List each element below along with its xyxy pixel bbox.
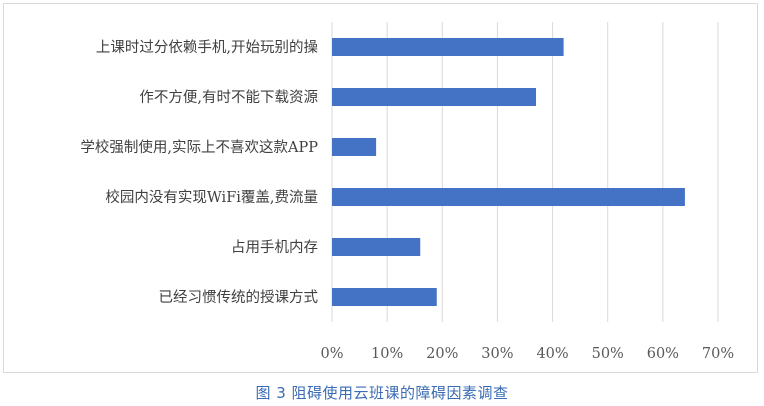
x-tick-label: 70% [702, 346, 734, 362]
bar [332, 88, 537, 106]
figure-caption: 图 3 阻碍使用云班课的障碍因素调查 [255, 384, 509, 402]
category-labels: 上课时过分依赖手机,开始玩别的操作不方便,有时不能下载资源学校强制使用,实际上不… [80, 39, 318, 306]
x-tick-label: 40% [536, 346, 568, 362]
category-label: 占用手机内存 [231, 239, 318, 256]
x-tick-label: 30% [481, 346, 513, 362]
category-label: 校园内没有实现WiFi覆盖,费流量 [105, 189, 318, 206]
category-label: 学校强制使用,实际上不喜欢这款APP [80, 139, 318, 156]
bar [332, 38, 564, 56]
bar [332, 288, 437, 306]
category-label: 作不方便,有时不能下载资源 [139, 89, 318, 106]
x-tick-labels: 0% 10% 20% 30% 40% 50% 60% 70% [320, 346, 734, 362]
bar [332, 238, 421, 256]
x-tick-label: 10% [371, 346, 403, 362]
x-tick-label: 60% [647, 346, 679, 362]
x-tick-label: 20% [426, 346, 458, 362]
gridlines [331, 22, 719, 322]
x-tick-label: 50% [592, 346, 624, 362]
bars [332, 38, 685, 306]
bar-chart: 上课时过分依赖手机,开始玩别的操作不方便,有时不能下载资源学校强制使用,实际上不… [80, 22, 734, 362]
x-tick-label: 0% [320, 346, 343, 362]
category-label: 上课时过分依赖手机,开始玩别的操 [96, 39, 319, 56]
bar [332, 138, 377, 156]
category-label: 已经习惯传统的授课方式 [159, 289, 319, 306]
bar [332, 188, 685, 206]
